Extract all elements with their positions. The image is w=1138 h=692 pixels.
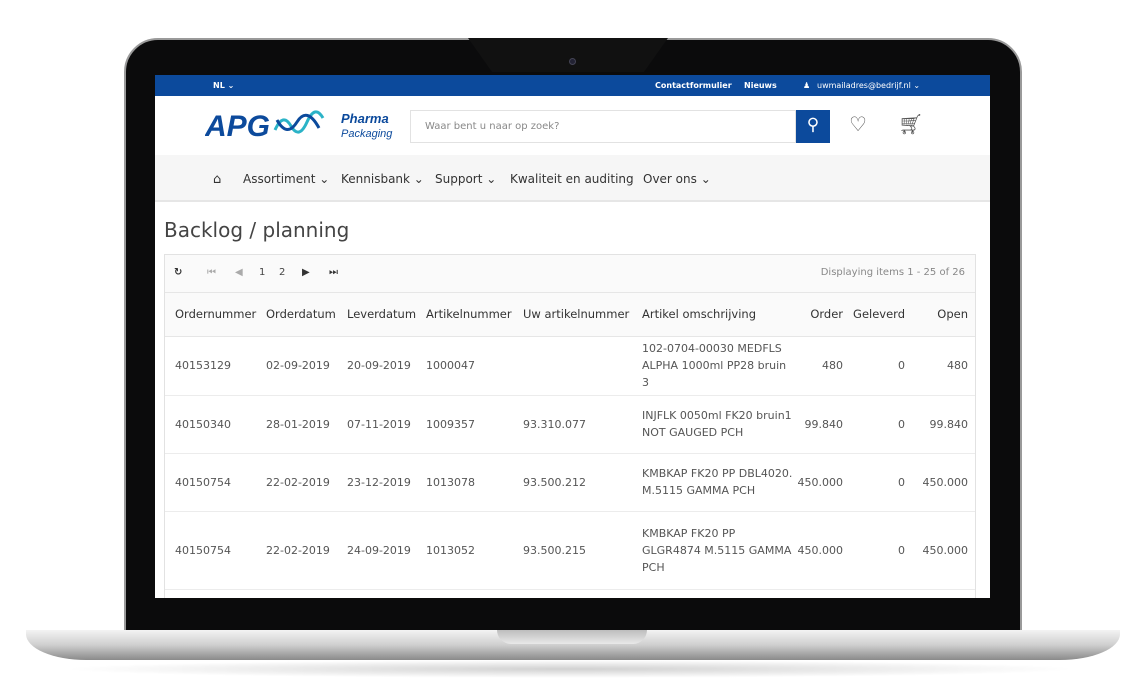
table-cell: 99.840: [912, 395, 975, 454]
laptop-opening-notch: [497, 630, 647, 644]
nav-over-ons[interactable]: Over ons ⌄: [643, 172, 711, 186]
table-cell: 450.000: [912, 511, 975, 590]
table-row[interactable]: 40150754 22-02-2019 23-12-2019 1013078 93.50…: [165, 453, 975, 512]
table-cell: 40150340: [165, 395, 256, 454]
table-cell: 22-02-2019: [256, 511, 337, 590]
table-cell: 450.000: [912, 453, 975, 512]
refresh-icon[interactable]: ↻: [174, 267, 183, 278]
search-button[interactable]: ⚲: [796, 110, 830, 143]
column-header[interactable]: Leverdatum: [337, 293, 416, 337]
nav-kwaliteit[interactable]: Kwaliteit en auditing: [510, 172, 634, 186]
search-icon: ⚲: [806, 115, 820, 135]
table-cell: 28-01-2019: [256, 395, 337, 454]
nav-kennisbank[interactable]: Kennisbank ⌄: [341, 172, 424, 186]
table-cell: 93.310.077: [513, 395, 630, 454]
table-cell: 1013052: [416, 511, 513, 590]
table-cell: 102-0704-00030 MEDFLS ALPHA 1000ml PP28 …: [630, 336, 795, 396]
table-cell: 480: [795, 336, 850, 396]
svg-text:Pharma: Pharma: [341, 111, 389, 126]
nav-assortiment[interactable]: Assortiment ⌄: [243, 172, 330, 186]
pager-toolbar: ↻ ⏮︎ ◀︎ 1 2 ▶︎ ⏭︎ Displaying items 1 - 2…: [165, 255, 975, 293]
table-row[interactable]: 40150754 22-02-2019 24-09-2019 1013052 93.50…: [165, 511, 975, 590]
table-cell: 40150754: [165, 511, 256, 590]
table-cell: 23-12-2019: [337, 453, 416, 512]
laptop-shadow: [60, 660, 1080, 678]
first-page-icon[interactable]: ⏮︎: [207, 267, 216, 278]
column-header[interactable]: Orderdatum: [256, 293, 337, 337]
language-selector[interactable]: NL ⌄: [213, 81, 235, 90]
table-cell: 24-09-2019: [337, 511, 416, 590]
table-cell: 93.500.215: [513, 511, 630, 590]
backlog-table: Ordernummer Orderdatum Leverdatum Artikelnu…: [165, 293, 975, 590]
column-header[interactable]: Geleverd: [850, 293, 912, 337]
table-cell: [513, 336, 630, 396]
table-cell: 0: [850, 395, 912, 454]
top-bar: NL ⌄ Contactformulier Nieuws ♟ uwmailadr…: [155, 75, 990, 96]
prev-page-icon[interactable]: ◀︎: [235, 267, 243, 278]
table-cell: 40150754: [165, 453, 256, 512]
cart-icon[interactable]: 🛒︎: [898, 112, 924, 136]
next-page-icon[interactable]: ▶︎: [302, 267, 310, 278]
table-cell: 0: [850, 511, 912, 590]
table-cell: KMBKAP FK20 PP DBL4020. M.5115 GAMMA PCH: [630, 453, 795, 512]
user-icon: ♟: [803, 81, 811, 90]
search-input[interactable]: Waar bent u naar op zoek?: [410, 110, 796, 143]
home-icon[interactable]: ⌂: [213, 172, 222, 187]
table-cell: KMBKAP FK20 PP GLGR4874 M.5115 GAMMA PCH: [630, 511, 795, 590]
wishlist-heart-icon[interactable]: ♡: [849, 112, 867, 136]
table-cell: 99.840: [795, 395, 850, 454]
table-cell: 22-02-2019: [256, 453, 337, 512]
table-cell: 07-11-2019: [337, 395, 416, 454]
table-cell: 1000047: [416, 336, 513, 396]
pager-status: Displaying items 1 - 25 of 26: [820, 267, 965, 278]
column-header[interactable]: Order: [795, 293, 850, 337]
table-cell: 93.500.212: [513, 453, 630, 512]
table-cell: 0: [850, 336, 912, 396]
table-row[interactable]: 40153129 02-09-2019 20-09-2019 1000047 102-0…: [165, 336, 975, 396]
table-cell: 450.000: [795, 453, 850, 512]
backlog-grid: ↻ ⏮︎ ◀︎ 1 2 ▶︎ ⏭︎ Displaying items 1 - 2…: [164, 254, 976, 598]
table-cell: 20-09-2019: [337, 336, 416, 396]
header: APG Pharma Packaging Waar bent u naar op…: [155, 96, 990, 155]
camera-icon: [569, 58, 576, 65]
logo[interactable]: APG Pharma Packaging: [205, 108, 395, 142]
table-cell: 40153129: [165, 336, 256, 396]
column-header[interactable]: Artikelnummer: [416, 293, 513, 337]
column-header[interactable]: Open: [912, 293, 975, 337]
table-cell: 1013078: [416, 453, 513, 512]
table-cell: 02-09-2019: [256, 336, 337, 396]
svg-text:APG: APG: [205, 110, 270, 142]
contact-link[interactable]: Contactformulier: [655, 81, 732, 90]
page-1[interactable]: 1: [259, 267, 266, 278]
table-cell: INJFLK 0050ml FK20 bruin1 NOT GAUGED PCH: [630, 395, 795, 454]
nav-support[interactable]: Support ⌄: [435, 172, 497, 186]
screen: NL ⌄ Contactformulier Nieuws ♟ uwmailadr…: [155, 75, 990, 598]
table-cell: 480: [912, 336, 975, 396]
column-header[interactable]: Artikel omschrijving: [630, 293, 795, 337]
news-link[interactable]: Nieuws: [744, 81, 777, 90]
last-page-icon[interactable]: ⏭︎: [329, 267, 338, 278]
svg-text:Packaging: Packaging: [341, 128, 393, 140]
table-cell: 450.000: [795, 511, 850, 590]
table-cell: 1009357: [416, 395, 513, 454]
laptop-notch: [468, 38, 668, 72]
column-header[interactable]: Uw artikelnummer: [513, 293, 630, 337]
column-header[interactable]: Ordernummer: [165, 293, 256, 337]
page-2[interactable]: 2: [279, 267, 286, 278]
table-cell: 0: [850, 453, 912, 512]
page-title: Backlog / planning: [164, 218, 350, 242]
user-menu[interactable]: uwmailadres@bedrijf.nl ⌄: [817, 81, 921, 90]
main-nav: ⌂ Assortiment ⌄ Kennisbank ⌄ Support ⌄ K…: [155, 155, 990, 202]
table-row[interactable]: 40150340 28-01-2019 07-11-2019 1009357 93.31…: [165, 395, 975, 454]
